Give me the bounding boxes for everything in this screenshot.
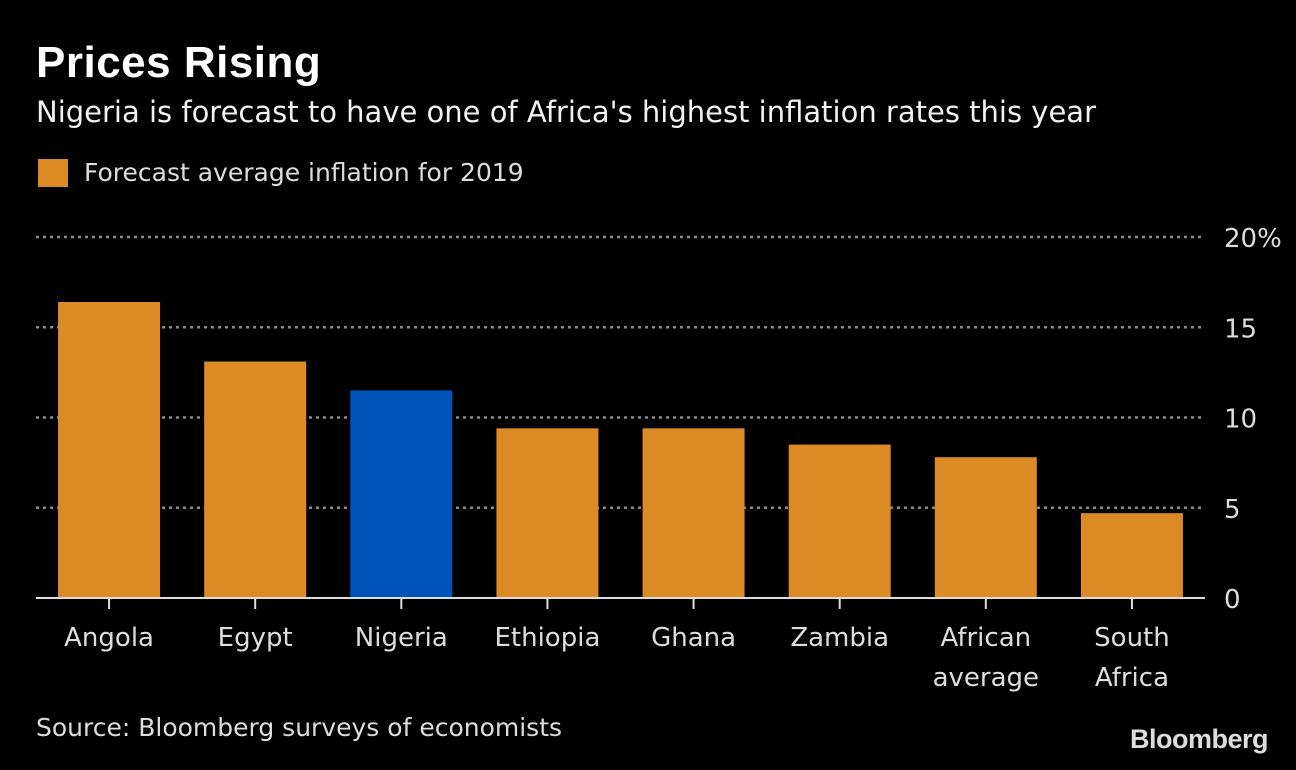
x-tick-label: Zambia	[790, 623, 889, 653]
y-tick-label: 0	[1224, 585, 1241, 615]
bar-ghana	[642, 428, 745, 598]
legend-label: Forecast average inflation for 2019	[84, 158, 524, 187]
x-tick-label: Nigeria	[355, 623, 448, 653]
x-tick-label: African	[940, 623, 1031, 653]
y-tick-label: 5	[1224, 495, 1241, 525]
bar-nigeria	[350, 390, 453, 598]
bar-south-africa	[1080, 513, 1183, 598]
x-tick-label: average	[933, 663, 1039, 693]
bar-angola	[58, 301, 161, 598]
x-tick-label: Africa	[1095, 663, 1169, 693]
y-tick-label: 10	[1224, 405, 1257, 435]
bar-african-average	[934, 457, 1037, 598]
bar-zambia	[788, 444, 891, 598]
x-tick-label: South	[1094, 623, 1170, 653]
x-tick-label: Ghana	[651, 623, 736, 653]
chart-title: Prices Rising	[36, 38, 322, 87]
x-tick-label: Ethiopia	[494, 623, 600, 653]
bar-egypt	[204, 361, 307, 598]
y-tick-label: 20%	[1224, 224, 1282, 254]
bar-ethiopia	[496, 428, 599, 598]
x-tick-label: Angola	[64, 623, 154, 653]
y-tick-label: 15	[1224, 314, 1257, 344]
bloomberg-logo: Bloomberg	[1129, 724, 1269, 754]
source-note: Source: Bloomberg surveys of economists	[36, 713, 563, 742]
legend-swatch	[38, 158, 68, 187]
chart-subtitle: Nigeria is forecast to have one of Afric…	[36, 95, 1096, 129]
legend: Forecast average inflation for 2019	[38, 158, 524, 187]
x-tick-label: Egypt	[218, 623, 293, 653]
